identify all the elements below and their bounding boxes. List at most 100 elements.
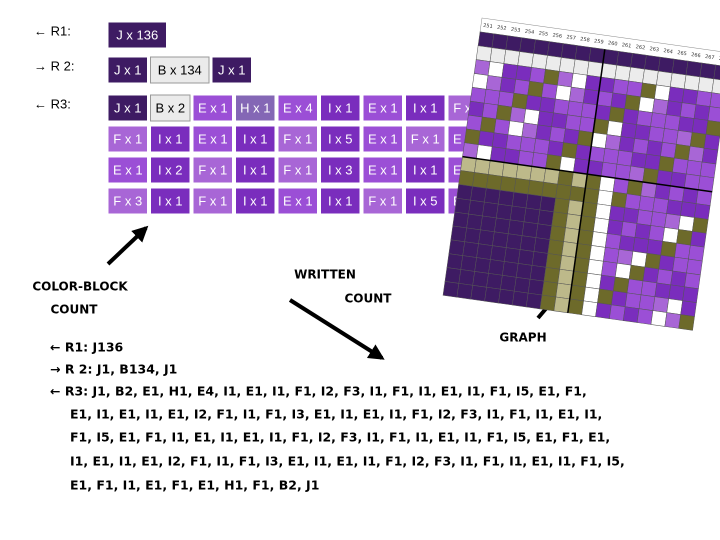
graph-cell <box>468 199 485 217</box>
caption: COLOR-BLOCK <box>32 280 128 294</box>
graph-cell <box>694 203 711 220</box>
graph-cell <box>473 59 491 76</box>
graph-cell <box>604 233 622 250</box>
color-block-label: I x 1 <box>328 193 353 208</box>
color-block <box>320 156 361 184</box>
graph-cell <box>613 276 630 294</box>
written-count: ← R1: J136 → R 2: J1, B134, J1 ← R3: J1, B… <box>50 340 625 493</box>
graph-cell <box>529 265 547 282</box>
graph-cell <box>450 225 467 243</box>
graph-cell <box>632 237 650 254</box>
graph-cell <box>472 271 489 288</box>
graph-cell <box>462 241 479 258</box>
graph-cell <box>514 277 531 294</box>
graph-cell <box>569 86 586 104</box>
color-block <box>320 94 361 122</box>
color-block <box>405 156 446 184</box>
graph-cell <box>549 225 566 242</box>
color-block <box>277 125 318 153</box>
graph-cell <box>709 92 720 109</box>
graph-cell <box>703 134 720 151</box>
graph-cell <box>622 306 640 323</box>
column-number: 266 <box>691 52 701 59</box>
graph-cell <box>636 209 653 226</box>
color-block-label: J x 1 <box>114 100 141 115</box>
graph-cell <box>497 189 515 207</box>
graph-cell <box>570 72 588 90</box>
graph-cell <box>486 174 503 191</box>
graph-cell <box>466 213 483 231</box>
written-line: I1, E1, I1, E1, I2, F1, I1, F1, I3, E1, … <box>70 454 625 469</box>
color-block-label: B x 134 <box>158 62 202 77</box>
graph-cell <box>484 286 501 304</box>
graph-cell <box>689 132 707 149</box>
graph-cell <box>509 106 527 124</box>
graph-cell <box>478 229 495 246</box>
graph-cell <box>543 69 560 86</box>
graph-cell <box>533 138 550 155</box>
graph-cell <box>614 262 632 280</box>
graph-cell <box>674 143 691 161</box>
color-block-label: H x 1 <box>240 100 270 115</box>
graph-cell <box>484 187 501 205</box>
color-block-label: I x 1 <box>413 100 438 115</box>
graph-cell <box>563 128 580 145</box>
color-block-label: F x 3 <box>113 193 142 208</box>
graph-cell <box>601 260 618 278</box>
column-number: 254 <box>524 29 534 36</box>
graph-cell <box>527 179 545 197</box>
graph-cell <box>664 312 681 329</box>
graph-cell <box>507 120 525 137</box>
graph-cell <box>474 257 491 274</box>
color-block-count: ← R1: J x 136 → R 2: J x 1 B x 134 J x 1 ← R3:… <box>34 21 488 215</box>
graph-cell <box>480 215 497 233</box>
color-block-label: F x 1 <box>198 162 227 177</box>
graph-cell <box>525 94 542 112</box>
graph-cell <box>630 251 648 268</box>
graph-cell <box>632 138 649 155</box>
graph-cell <box>595 302 612 319</box>
graph-cell <box>470 186 487 203</box>
graph-cell <box>650 310 668 327</box>
graph-cell <box>680 300 697 317</box>
graph-cell <box>503 49 520 66</box>
graph-cell <box>634 124 651 141</box>
graph-cell <box>499 176 517 193</box>
column-number: 268 <box>718 56 720 63</box>
graph-cell <box>591 231 608 248</box>
graph-cell <box>630 152 647 169</box>
graph-cell <box>581 300 598 317</box>
color-block <box>107 56 148 84</box>
graph-cell <box>533 237 551 254</box>
graph-cell <box>509 205 527 223</box>
graph-cell <box>444 267 462 284</box>
graph-cell <box>707 106 720 123</box>
graph-cell <box>620 122 637 139</box>
graph-cell <box>499 77 517 94</box>
graph-cell <box>685 60 703 78</box>
column-number: 267 <box>705 54 715 61</box>
color-block <box>405 125 446 153</box>
color-block <box>277 187 318 215</box>
graph-cell <box>511 191 529 209</box>
graph-cell <box>682 286 699 303</box>
graph-cell <box>487 61 505 78</box>
graph-cell <box>497 90 515 108</box>
color-block <box>235 156 276 184</box>
graph-cell <box>624 94 641 111</box>
graph-cell <box>492 231 509 248</box>
graph-cell <box>634 223 652 240</box>
graph-cell <box>502 261 519 278</box>
graph-cell <box>610 92 627 110</box>
graph-cell <box>648 126 665 143</box>
graph-cell <box>551 211 568 228</box>
graph-cell <box>652 98 669 115</box>
graph-cell <box>515 65 532 82</box>
row-label: ← R3: <box>34 96 71 111</box>
color-block <box>192 125 233 153</box>
graph-cell <box>612 78 629 96</box>
graph-cell <box>624 292 642 309</box>
graph: 251 252 253 254 255 256 257 258 259 260 261 262 263 2… <box>442 17 720 331</box>
